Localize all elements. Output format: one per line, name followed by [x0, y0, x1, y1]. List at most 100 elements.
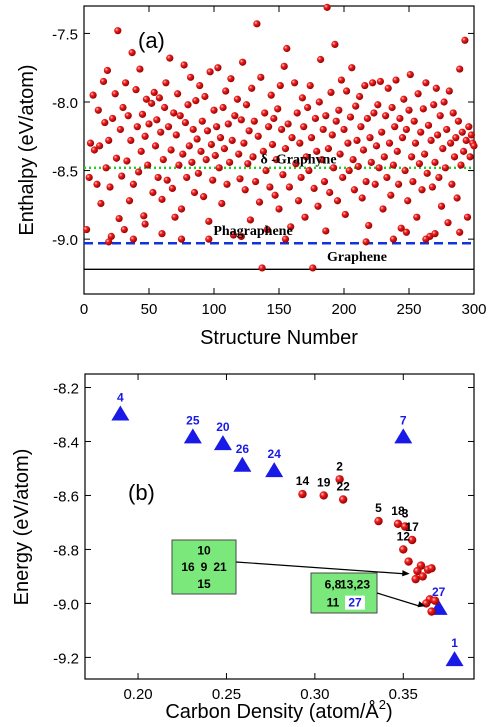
data-point [119, 103, 127, 112]
data-point [348, 64, 356, 72]
panel-b-y-axis-label: Energy (eV/atom) [11, 449, 33, 606]
panel-a-points [83, 3, 478, 272]
data-point [176, 112, 184, 120]
point-label: 12 [397, 529, 411, 543]
data-point [99, 77, 108, 86]
data-point [362, 177, 370, 186]
data-point [250, 117, 258, 125]
data-point [166, 54, 174, 62]
data-point [405, 106, 413, 114]
sphere-point [393, 519, 403, 529]
y-tick-label: -8.2 [53, 380, 79, 397]
data-point [400, 95, 408, 103]
data-point [397, 224, 405, 232]
data-point [254, 132, 262, 140]
data-point [262, 166, 270, 175]
box-label: 9 [201, 560, 208, 574]
data-point [189, 125, 197, 134]
data-point [337, 76, 345, 84]
data-point [419, 105, 427, 113]
data-point [200, 193, 208, 201]
data-point [140, 212, 148, 220]
box-label: 6,8 [325, 577, 342, 591]
data-point [216, 134, 225, 142]
data-point [304, 103, 312, 112]
data-point [369, 79, 377, 87]
data-point [423, 169, 431, 177]
data-point [284, 120, 292, 128]
data-point [387, 191, 395, 199]
data-point [281, 145, 290, 153]
panel-b-x-axis-label: Carbon Density (atom/Å2) [165, 697, 392, 723]
data-point [406, 70, 414, 79]
data-point [323, 3, 331, 11]
data-point [402, 125, 410, 134]
data-point [380, 153, 388, 161]
point-label: 27 [432, 585, 446, 599]
sphere-point [374, 516, 383, 526]
data-point [275, 205, 283, 213]
data-point [112, 154, 121, 162]
box-label: 15 [197, 577, 211, 591]
data-point [193, 135, 201, 143]
data-point [158, 195, 166, 203]
data-point [85, 173, 93, 182]
data-point [145, 120, 153, 128]
data-point [389, 235, 397, 243]
data-point [414, 90, 422, 98]
data-point [223, 180, 231, 188]
data-point [422, 79, 430, 87]
data-point [358, 194, 366, 202]
panel-a-annotations: δ -Graphyne Phagraphene Graphene [213, 153, 387, 265]
data-point [421, 150, 429, 158]
data-point [128, 49, 136, 57]
data-point [114, 27, 122, 35]
sphere-point [298, 489, 307, 499]
sphere-point [427, 607, 436, 616]
triangle-point [233, 456, 252, 472]
point-label: 1 [451, 636, 458, 650]
x-tick-label: 200 [331, 301, 356, 318]
data-point [144, 161, 152, 169]
data-point [301, 213, 309, 221]
data-point [441, 164, 449, 172]
data-point [89, 91, 97, 99]
data-point [219, 103, 227, 112]
data-point [320, 177, 329, 186]
panel-b-points [111, 405, 464, 667]
data-point [344, 139, 352, 147]
sphere-point [407, 535, 417, 545]
data-point [330, 164, 338, 172]
point-label: 7 [400, 413, 407, 427]
x-tick-label: 0 [80, 301, 88, 318]
point-label: 26 [236, 442, 250, 456]
line-annotation: δ -Graphyne [260, 153, 336, 168]
line-annotation: Phagraphene [213, 224, 292, 239]
data-point [236, 175, 244, 183]
y-tick-label: -8.8 [53, 542, 79, 559]
panel-a-label: (a) [138, 28, 165, 53]
sphere-point [418, 572, 427, 581]
data-point [175, 161, 183, 169]
point-label: 25 [186, 413, 200, 427]
data-point [458, 128, 466, 136]
data-point [450, 153, 459, 161]
data-point [210, 106, 218, 114]
data-point [300, 123, 308, 131]
data-point [142, 95, 150, 103]
data-point [248, 84, 256, 92]
data-point [354, 162, 362, 171]
data-point [367, 158, 375, 166]
data-point [409, 177, 417, 186]
box-label: 21 [213, 560, 227, 574]
data-point [384, 84, 392, 92]
panel-a-y-axis-label: Enthalpy (eV/atom) [16, 64, 38, 235]
data-point [255, 198, 264, 206]
data-point [213, 123, 221, 131]
data-point [356, 92, 364, 101]
sphere-point [335, 475, 344, 484]
data-point [317, 55, 325, 64]
